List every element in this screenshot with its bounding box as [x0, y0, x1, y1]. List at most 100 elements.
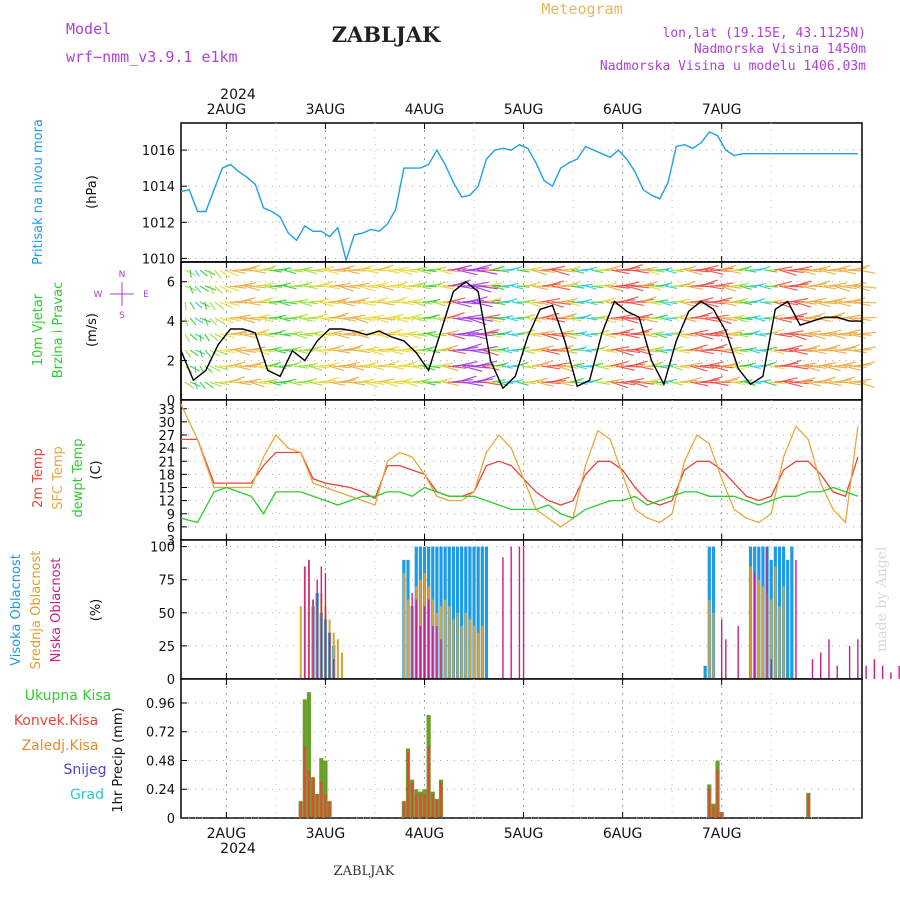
low-cloud-bar: [304, 566, 306, 679]
wind-barb: [303, 301, 318, 305]
wind-barb: [739, 379, 753, 383]
wind-barb: [660, 267, 673, 271]
wind-barb: [640, 281, 658, 287]
wind-barb: [308, 330, 324, 335]
wind-barb: [378, 378, 395, 383]
pressure-ytick-label: 1010: [142, 252, 175, 267]
wind-barb: [660, 301, 672, 307]
wind-barb: [615, 313, 636, 319]
wind-barb: [492, 285, 505, 291]
wind-barb: [739, 301, 753, 306]
temp-frame: [180, 399, 863, 541]
wind-barb: [516, 346, 530, 351]
wind-barb: [194, 269, 200, 278]
wind-barb: [833, 301, 852, 307]
wind-barb: [506, 282, 519, 287]
wind-barb: [541, 312, 560, 319]
wind-barb: [209, 333, 219, 342]
wind-barb: [442, 381, 460, 387]
low-cloud-bar: [737, 626, 739, 679]
wind-barb: [700, 333, 720, 337]
wind-barb: [809, 381, 828, 384]
low-cloud-bar: [766, 546, 768, 679]
wind-barb: [308, 365, 323, 371]
wind-barb: [239, 296, 256, 303]
wind-barb: [457, 269, 478, 276]
wind-barb: [284, 285, 297, 290]
wind-barb: [685, 362, 703, 367]
cloud-frame: [180, 539, 863, 680]
footer-station: ZABLJAK: [334, 864, 395, 879]
wind-barb: [680, 333, 698, 337]
conv-precip-bar: [328, 801, 331, 818]
wind-barb: [417, 269, 432, 275]
wind-barb: [392, 317, 409, 323]
cloud-ytick-label: 100: [150, 541, 175, 556]
wind-barb: [769, 313, 785, 319]
wind-barb: [521, 299, 537, 303]
wind-barb: [388, 313, 404, 319]
wind-barb: [848, 333, 866, 339]
wind-barb: [566, 317, 582, 322]
wind-ytick-label: 0: [167, 394, 175, 409]
wind-barb: [313, 365, 330, 369]
wind-barb: [467, 333, 488, 340]
pressure-ytick-label: 1016: [142, 144, 175, 159]
mid-cloud-bar: [481, 626, 484, 679]
wind-barb: [536, 285, 556, 288]
high-cloud-bar: [480, 546, 484, 679]
wind-barb: [794, 333, 813, 338]
wind-barb: [427, 298, 441, 303]
wind-barb: [804, 269, 822, 273]
wind-barb: [234, 381, 252, 386]
wind-barb: [437, 362, 454, 367]
wind-barb: [348, 314, 366, 319]
wind-barb: [204, 317, 209, 326]
wind-barb: [427, 333, 440, 339]
wind-barb: [214, 317, 226, 325]
low-cloud-bar: [820, 652, 822, 679]
precip-legend-total: Ukupna Kisa: [25, 688, 112, 704]
wind-barb: [531, 285, 549, 291]
wind-barb: [843, 365, 861, 371]
wind-barb: [194, 381, 198, 390]
wind-barb: [536, 330, 555, 335]
wind-barb: [571, 301, 585, 304]
wind-barb: [833, 264, 851, 271]
wind-barb: [224, 301, 241, 307]
wind-barb: [818, 376, 836, 383]
wind-barb: [645, 269, 660, 276]
wind-barb: [194, 317, 204, 324]
wind-barb: [442, 365, 459, 372]
wind-ylabel-1: 10m Vjetar: [31, 293, 46, 366]
conv-precip-bar: [419, 794, 422, 818]
wind-barb: [328, 344, 345, 351]
wind-barb: [620, 317, 639, 324]
wind-barb: [551, 285, 571, 291]
wind-barb: [546, 301, 565, 308]
wind-barb: [541, 365, 561, 370]
wind-barb: [848, 365, 867, 369]
wind-barb: [561, 312, 577, 319]
conv-precip-bar: [316, 794, 319, 818]
wind-barb: [184, 301, 187, 311]
wind-barb: [665, 363, 678, 367]
wind-barb: [546, 349, 567, 352]
wind-barb: [204, 333, 210, 342]
temp-ytick-label: 12: [158, 495, 175, 510]
conv-precip-bar: [307, 770, 311, 818]
wind-barb: [432, 301, 446, 307]
wind-barb: [541, 297, 561, 303]
wind-barb: [784, 285, 805, 288]
wind-barb: [199, 333, 202, 342]
wind-barb: [402, 345, 419, 351]
wind-barb: [249, 381, 265, 388]
wind-barb: [472, 333, 494, 337]
wind-barb: [586, 266, 598, 271]
wind-barb: [472, 301, 493, 308]
wind-barb: [660, 333, 673, 337]
wind-barb: [417, 317, 433, 320]
wind-barb: [229, 301, 247, 304]
wind-barb: [407, 365, 424, 370]
